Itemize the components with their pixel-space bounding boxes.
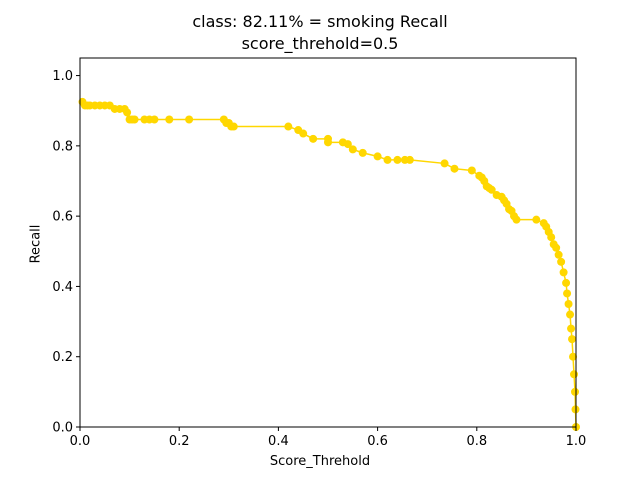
x-tick-label: 0.8 (466, 434, 487, 449)
recall-data-point (487, 185, 496, 194)
recall-data-point (567, 324, 576, 333)
y-tick-label: 0.8 (52, 139, 73, 154)
y-tick-label: 0.6 (52, 210, 73, 225)
recall-data-point (324, 138, 332, 147)
recall-data-point (358, 148, 367, 157)
recall-data-point (562, 278, 571, 287)
recall-data-point (564, 300, 573, 308)
recall-data-point (123, 108, 132, 117)
recall-data-point (554, 250, 563, 259)
recall-data-point (405, 155, 414, 164)
recall-data-point (440, 159, 449, 168)
recall-data-point (383, 155, 392, 164)
y-tick-label: 1.0 (52, 69, 73, 84)
recall-data-point (568, 335, 577, 344)
recall-data-point (532, 215, 541, 224)
recall-data-point (130, 115, 139, 124)
plot-area (80, 58, 576, 427)
recall-data-point (284, 122, 293, 131)
recall-data-point (552, 243, 561, 252)
recall-data-point (566, 310, 575, 319)
recall-data-point (393, 155, 402, 164)
recall-data-point (557, 257, 566, 266)
recall-data-point (547, 233, 556, 242)
recall-data-point (467, 166, 476, 175)
x-tick-label: 1.0 (566, 434, 587, 449)
recall-data-point (343, 140, 352, 149)
recall-data-point (570, 370, 579, 379)
recall-data-point (150, 115, 159, 124)
chart-title: class: 82.11% = smoking Recall (192, 12, 448, 31)
x-axis-label: Score_Threhold (269, 454, 371, 469)
recall-data-point (559, 268, 568, 277)
recall-data-point (348, 145, 357, 154)
chart-subtitle: score_threhold=0.5 (241, 34, 399, 53)
recall-data-point (569, 352, 578, 361)
recall-data-point (185, 115, 194, 124)
recall-data-point (373, 152, 382, 161)
y-tick-label: 0.2 (52, 350, 73, 365)
y-axis-label: Recall (28, 224, 44, 264)
x-tick-label: 0.4 (268, 434, 289, 449)
recall-data-point (571, 387, 580, 396)
x-tick-label: 0.6 (367, 434, 388, 449)
x-tick-label: 0.0 (70, 434, 91, 449)
recall-data-point (309, 134, 318, 143)
recall-data-point (229, 122, 238, 131)
recall-data-point (450, 164, 459, 173)
y-tick-label: 0.4 (52, 280, 73, 295)
plot-frame (79, 57, 577, 428)
recall-data-point (165, 115, 174, 124)
recall-data-point (299, 129, 308, 138)
y-tick-label: 0.0 (52, 421, 73, 436)
x-tick-label: 0.2 (169, 434, 190, 449)
recall-data-point (563, 289, 572, 298)
recall-data-point (512, 215, 521, 224)
